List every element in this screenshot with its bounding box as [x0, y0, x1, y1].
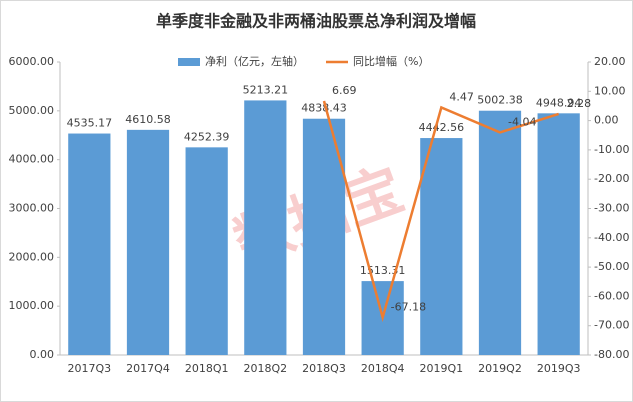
- bar: [537, 113, 580, 355]
- line-value-label: 6.69: [332, 84, 357, 97]
- bar-value-label: 1513.31: [360, 264, 406, 277]
- bar-value-label: 4535.17: [67, 117, 113, 130]
- y-tick-label: 1000.00: [9, 299, 55, 312]
- bar-value-label: 4442.56: [419, 121, 465, 134]
- bar-value-label: 5002.38: [477, 94, 523, 107]
- y-tick-label: 2000.00: [9, 250, 55, 263]
- line-value-label: 2.28: [567, 97, 592, 110]
- x-tick-label: 2018Q1: [185, 362, 229, 375]
- legend-label: 净利（亿元，左轴）: [205, 54, 304, 68]
- x-tick-label: 2018Q4: [361, 362, 405, 375]
- chart-title: 单季度非金融及非两桶油股票总净利润及增幅: [156, 12, 476, 31]
- y2-tick-label: 20.00: [594, 55, 626, 68]
- line-value-label: -4.04: [508, 115, 536, 128]
- y2-tick-label: -80.00: [594, 348, 629, 361]
- y2-tick-label: -30.00: [594, 202, 629, 215]
- x-tick-label: 2018Q2: [244, 362, 288, 375]
- line-value-label: 4.47: [449, 91, 474, 104]
- y2-tick-label: -40.00: [594, 231, 629, 244]
- y2-tick-label: -20.00: [594, 172, 629, 185]
- bar: [478, 110, 522, 356]
- bar-value-label: 4838.43: [301, 102, 347, 115]
- x-tick-label: 2017Q4: [126, 362, 170, 375]
- y-tick-label: 5000.00: [9, 104, 55, 117]
- y-tick-label: 4000.00: [9, 153, 55, 166]
- bar: [68, 133, 111, 355]
- y2-tick-label: -50.00: [594, 260, 629, 273]
- x-tick-label: 2019Q3: [537, 362, 581, 375]
- y2-tick-label: -10.00: [594, 143, 629, 156]
- y-tick-label: 6000.00: [9, 55, 55, 68]
- legend-label: 同比增幅（%）: [353, 54, 429, 68]
- bar: [126, 129, 170, 355]
- y2-tick-label: -70.00: [594, 319, 629, 332]
- bar: [420, 138, 463, 355]
- y2-tick-label: -60.00: [594, 289, 629, 302]
- x-tick-label: 2017Q3: [68, 362, 112, 375]
- legend-swatch: [178, 58, 200, 66]
- x-tick-label: 2019Q2: [478, 362, 522, 375]
- bar-value-label: 5213.21: [243, 83, 289, 96]
- bar: [244, 100, 287, 356]
- bar: [302, 118, 346, 356]
- bar: [185, 147, 228, 355]
- bar-value-label: 4948.94: [536, 96, 582, 109]
- x-tick-label: 2018Q3: [302, 362, 346, 375]
- y-tick-label: 3000.00: [9, 202, 55, 215]
- x-tick-label: 2019Q1: [420, 362, 464, 375]
- bar-value-label: 4252.39: [184, 130, 230, 143]
- line-value-label: -67.18: [391, 300, 426, 313]
- line: [322, 100, 560, 323]
- bar-value-label: 4610.58: [125, 113, 171, 126]
- y2-tick-label: 10.00: [594, 84, 626, 97]
- y2-tick-label: 0.00: [594, 114, 619, 127]
- y-tick-label: 0.00: [30, 348, 55, 361]
